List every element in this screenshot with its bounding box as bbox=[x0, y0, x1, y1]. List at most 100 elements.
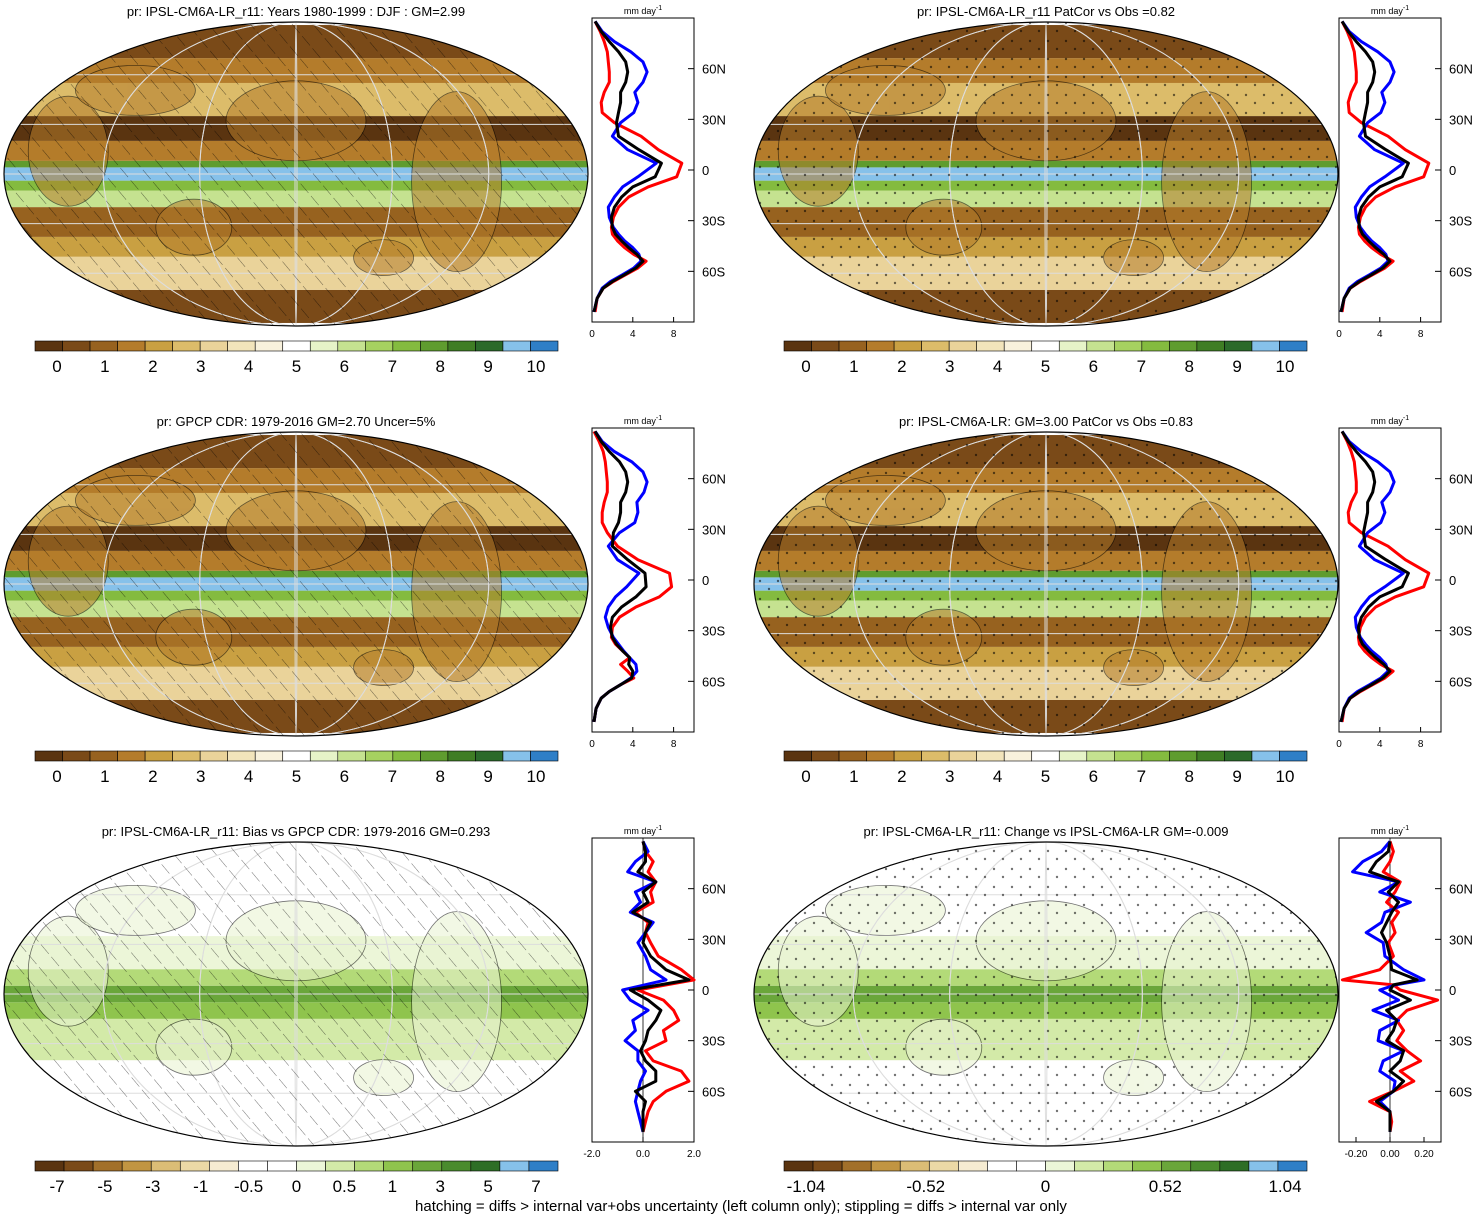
colorbar-swatch bbox=[812, 1160, 843, 1172]
colorbar-swatch bbox=[976, 340, 1005, 352]
colorbar-swatch bbox=[62, 750, 91, 762]
lat-tick-label: 60N bbox=[702, 882, 726, 897]
colorbar-swatch bbox=[1224, 340, 1253, 352]
profile-frame bbox=[591, 427, 695, 733]
profile-unit-exp: -1 bbox=[1403, 5, 1409, 12]
panel-title: pr: GPCP CDR: 1979-2016 GM=2.70 Uncer=5% bbox=[157, 414, 436, 429]
colorbar-swatch bbox=[144, 340, 173, 352]
colorbar-label: 4 bbox=[993, 357, 1002, 376]
lat-tick-label: 60S bbox=[1449, 1084, 1472, 1099]
profile-unit-text: mm day bbox=[624, 826, 657, 836]
colorbar-label: 7 bbox=[1137, 767, 1146, 786]
colorbar-swatch bbox=[899, 1160, 930, 1172]
zonal-profile: mm day-1 60N 30N 0 30S 60S 0 4 8 bbox=[1336, 415, 1473, 750]
profile-unit: mm day-1 bbox=[1371, 415, 1409, 426]
lat-tick-label: 60S bbox=[702, 264, 725, 279]
lat-tick-label: 60N bbox=[702, 472, 726, 487]
x-tick-label: 4 bbox=[630, 739, 636, 750]
lat-tick-label: 30N bbox=[1449, 932, 1473, 947]
colorbar-label: 3 bbox=[196, 357, 205, 376]
zonal-profile: mm day-1 60N 30N 0 30S 60S 0 4 8 bbox=[589, 5, 726, 340]
colorbar-swatch bbox=[502, 340, 531, 352]
colorbar-swatch bbox=[144, 750, 173, 762]
profile-unit-exp: -1 bbox=[656, 825, 662, 832]
lat-tick-label: 30S bbox=[1449, 624, 1472, 639]
profile-line-model-red bbox=[1340, 840, 1440, 1133]
colorbar-label: 1.04 bbox=[1268, 1177, 1301, 1196]
colorbar-swatch bbox=[447, 340, 476, 352]
zonal-profile: mm day-1 60N 30N 0 30S 60S -0.20 0.00 0.20 bbox=[1338, 825, 1473, 1160]
colorbar-label: 0 bbox=[801, 767, 810, 786]
colorbar-label: -3 bbox=[145, 1177, 160, 1196]
colorbar-label: -1 bbox=[193, 1177, 208, 1196]
profile-line-model-red bbox=[592, 430, 674, 723]
lat-tick-label: 0 bbox=[1449, 983, 1456, 998]
colorbar-swatch bbox=[1086, 750, 1115, 762]
colorbar-label: 1 bbox=[849, 767, 858, 786]
profile-line-mean-black bbox=[592, 20, 663, 313]
profile-unit-text: mm day bbox=[1371, 416, 1404, 426]
colorbar-label: 2 bbox=[148, 357, 157, 376]
colorbar-swatch bbox=[475, 340, 504, 352]
lat-tick-label: 60S bbox=[1449, 674, 1472, 689]
map-outline bbox=[3, 431, 589, 737]
colorbar-swatch bbox=[1277, 1160, 1308, 1172]
profile-line-mean-black bbox=[1339, 20, 1410, 313]
x-tick-label: 0.00 bbox=[1380, 1149, 1400, 1160]
colorbar-swatch bbox=[92, 1160, 123, 1172]
x-tick-label: 8 bbox=[1418, 739, 1424, 750]
colorbar-label: 6 bbox=[1089, 767, 1098, 786]
colorbar-swatch bbox=[783, 340, 812, 352]
colorbar-swatch bbox=[1003, 340, 1033, 352]
colorbar-swatch bbox=[354, 1160, 384, 1172]
map-overlay bbox=[4, 842, 588, 1146]
profile-line-mean-black bbox=[1368, 841, 1419, 1132]
colorbar-swatch bbox=[870, 1160, 901, 1172]
colorbar-swatch bbox=[1196, 340, 1225, 352]
colorbar-label: -7 bbox=[49, 1177, 64, 1196]
colorbar-swatch bbox=[238, 1160, 268, 1172]
colorbar-label: 7 bbox=[388, 357, 397, 376]
colorbar-label: 6 bbox=[340, 357, 349, 376]
colorbar-swatch bbox=[530, 340, 559, 352]
profile-line-obs-blue bbox=[621, 840, 668, 1133]
panel-title: pr: IPSL-CM6A-LR_r11 PatCor vs Obs =0.82 bbox=[917, 4, 1175, 19]
colorbar-label: 3 bbox=[945, 357, 954, 376]
colorbar-swatch bbox=[1058, 340, 1088, 352]
colorbar-label: 5 bbox=[292, 767, 301, 786]
panel-title: pr: IPSL-CM6A-LR: GM=3.00 PatCor vs Obs … bbox=[899, 414, 1193, 429]
colorbar-swatch bbox=[267, 1160, 297, 1172]
colorbar-swatch bbox=[420, 750, 449, 762]
colorbar-swatch bbox=[254, 340, 284, 352]
lat-tick-label: 0 bbox=[702, 163, 709, 178]
colorbar-label: 10 bbox=[527, 767, 546, 786]
colorbar-label: 6 bbox=[340, 767, 349, 786]
colorbar-swatch bbox=[254, 750, 284, 762]
colorbar-swatch bbox=[1161, 1160, 1192, 1172]
colorbar-swatch bbox=[420, 340, 449, 352]
profile-unit-text: mm day bbox=[1371, 826, 1404, 836]
colorbar-label: -0.5 bbox=[234, 1177, 263, 1196]
colorbar-swatch bbox=[1114, 340, 1143, 352]
colorbar-swatch bbox=[1251, 340, 1280, 352]
profile-unit-exp: -1 bbox=[656, 415, 662, 422]
colorbar-swatch bbox=[309, 750, 339, 762]
profile-line-mean-black bbox=[592, 430, 648, 723]
map-field bbox=[754, 842, 1338, 1146]
panel-3: pr: GPCP CDR: 1979-2016 GM=2.70 Uncer=5%… bbox=[3, 414, 726, 786]
profile-unit-exp: -1 bbox=[656, 5, 662, 12]
colorbar-label: 5 bbox=[483, 1177, 492, 1196]
lat-tick-label: 60N bbox=[1449, 472, 1473, 487]
colorbar-label: 9 bbox=[483, 357, 492, 376]
colorbar-swatch bbox=[893, 750, 922, 762]
map-field bbox=[754, 432, 1338, 736]
colorbar-label: 8 bbox=[435, 357, 444, 376]
colorbar-label: 9 bbox=[1232, 767, 1241, 786]
colorbar-swatch bbox=[893, 340, 922, 352]
colorbar-swatch bbox=[412, 1160, 443, 1172]
colorbar-swatch bbox=[987, 1160, 1017, 1172]
colorbar-label: 7 bbox=[1137, 357, 1146, 376]
colorbar-swatch bbox=[150, 1160, 181, 1172]
x-tick-label: 0 bbox=[1336, 329, 1342, 340]
colorbar-swatch bbox=[172, 750, 201, 762]
